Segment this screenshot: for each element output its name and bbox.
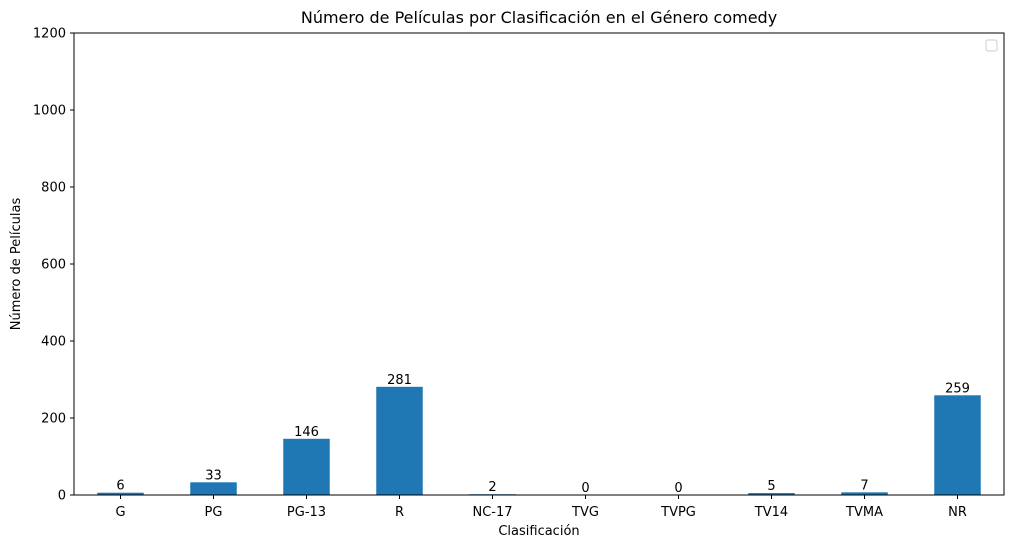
data-label-nc-17: 2 bbox=[488, 480, 496, 495]
bar-pg-13 bbox=[283, 438, 330, 495]
x-tick-label: R bbox=[395, 505, 404, 520]
y-tick-label: 200 bbox=[41, 412, 66, 427]
y-tick-label: 800 bbox=[41, 181, 66, 196]
legend-box bbox=[985, 39, 998, 52]
data-label-g: 6 bbox=[116, 479, 124, 494]
value-labels-group: 6 33 146 281 2 0 0 5 7 259 bbox=[116, 373, 970, 496]
plot-frame bbox=[73, 32, 1005, 496]
y-axis-label: Número de Películas bbox=[9, 198, 24, 331]
data-label-pg-13: 146 bbox=[294, 425, 319, 440]
x-tick-label: TVPG bbox=[660, 505, 696, 520]
bar-g bbox=[97, 492, 144, 495]
x-tick-label: PG bbox=[205, 505, 223, 520]
y-tick-label: 600 bbox=[41, 258, 66, 273]
bar-pg bbox=[190, 482, 237, 495]
y-tick-label: 0 bbox=[58, 489, 66, 504]
bar-tvma bbox=[841, 492, 888, 495]
x-tick-label: TV14 bbox=[754, 505, 788, 520]
y-tick-label: 400 bbox=[41, 335, 66, 350]
y-tick-label: 1200 bbox=[33, 27, 66, 42]
chart-title: Número de Películas por Clasificación en… bbox=[301, 8, 777, 27]
bars-group bbox=[97, 386, 981, 495]
x-axis-label: Clasificación bbox=[498, 524, 579, 539]
x-tick-label: NC-17 bbox=[472, 505, 512, 520]
data-label-tvma: 7 bbox=[860, 478, 868, 493]
data-label-tvpg: 0 bbox=[674, 481, 682, 496]
bar-tv14 bbox=[748, 493, 795, 495]
data-label-tvg: 0 bbox=[581, 481, 589, 496]
y-tick-label: 1000 bbox=[33, 104, 66, 119]
x-tick-label: NR bbox=[948, 505, 967, 520]
data-label-pg: 33 bbox=[205, 468, 222, 483]
x-tick-label: G bbox=[115, 505, 125, 520]
bar-nr bbox=[934, 395, 981, 495]
data-label-r: 281 bbox=[387, 373, 412, 388]
data-label-nr: 259 bbox=[945, 381, 970, 396]
y-axis: 0 200 400 600 800 1000 1200 bbox=[33, 27, 74, 504]
x-tick-label: TVG bbox=[571, 505, 599, 520]
x-tick-label: PG-13 bbox=[287, 505, 326, 520]
x-tick-label: TVMA bbox=[845, 505, 883, 520]
bar-r bbox=[376, 386, 423, 495]
data-label-tv14: 5 bbox=[767, 479, 775, 494]
x-axis: G PG PG-13 R NC-17 TVG TVPG TV14 TVMA NR bbox=[115, 495, 967, 520]
